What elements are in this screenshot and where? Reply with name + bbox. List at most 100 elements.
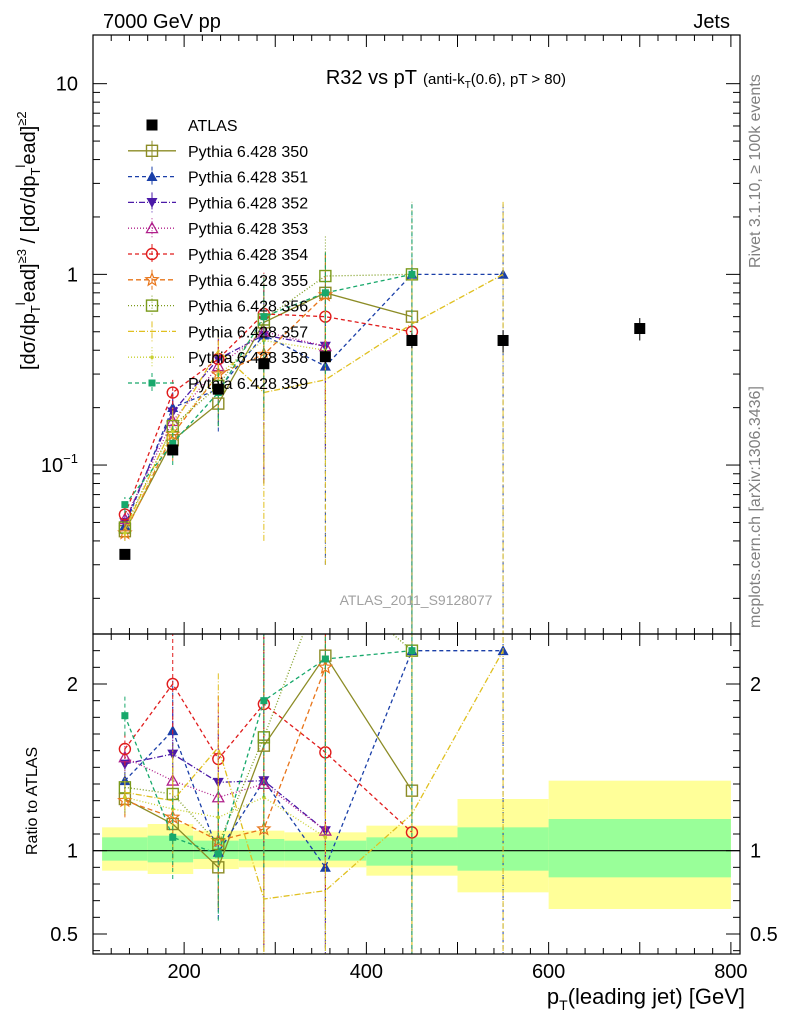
ratio-series-pythia-6.428-355	[117, 634, 334, 954]
legend-entry: Pythia 6.428 359	[128, 373, 308, 393]
data-point	[408, 270, 416, 278]
data-point	[146, 119, 158, 131]
legend-label: Pythia 6.428 356	[188, 299, 308, 316]
legend-label: Pythia 6.428 351	[188, 170, 308, 187]
series-line	[124, 339, 326, 534]
stat-band	[102, 837, 148, 861]
data-point	[148, 379, 156, 387]
ratio-y-tick-label: 1	[67, 841, 78, 863]
legend-entry: Pythia 6.428 354	[128, 244, 308, 264]
y-tick-label: 1	[67, 264, 78, 286]
series-line	[124, 313, 413, 515]
data-point	[118, 508, 132, 521]
ratio-y-tick-label-right: 0.5	[750, 924, 778, 946]
data-point	[170, 429, 175, 434]
data-point	[123, 795, 127, 800]
legend-entry: Pythia 6.428 351	[128, 166, 308, 187]
legend-label: Pythia 6.428 357	[188, 324, 308, 341]
data-point	[169, 439, 177, 447]
data-point	[166, 677, 179, 691]
data-point	[144, 271, 160, 287]
series-line	[124, 273, 413, 506]
data-point	[145, 144, 159, 158]
legend-entry: Pythia 6.428 356	[128, 295, 308, 316]
data-point	[146, 198, 158, 208]
data-point	[123, 531, 127, 535]
ratio-frame	[92, 633, 741, 955]
legend: ATLAS Pythia 6.428 350 Pythia 6.428 351 Pyt…	[128, 118, 308, 393]
legend-entry: Pythia 6.428 352	[128, 192, 308, 213]
data-point	[262, 338, 266, 343]
legend-label: Pythia 6.428 350	[188, 144, 308, 161]
data-point	[408, 647, 416, 655]
x-tick-label: 200	[167, 961, 200, 983]
data-point	[169, 833, 177, 841]
data-point	[323, 835, 328, 840]
ratio-data-layer	[117, 570, 509, 954]
legend-label: Pythia 6.428 354	[188, 247, 308, 264]
data-point	[497, 334, 509, 346]
data-point	[121, 501, 129, 509]
series-line	[124, 273, 412, 528]
legend-label: Pythia 6.428 353	[188, 221, 308, 238]
data-point	[118, 742, 132, 756]
data-point	[321, 655, 329, 663]
main-y-ticks: 10 1 10−1	[41, 35, 740, 634]
stat-band	[548, 819, 731, 878]
legend-entry: Pythia 6.428 353	[128, 218, 308, 239]
x-tick-label: 800	[714, 961, 747, 983]
data-point	[319, 351, 331, 363]
y-tick-label: 10−1	[41, 451, 78, 477]
data-point	[260, 313, 268, 321]
series-pythia-6.428-357	[124, 201, 504, 634]
data-point	[321, 289, 329, 297]
ratio-line	[124, 682, 413, 833]
y-tick-label: 10	[56, 74, 78, 96]
legend-entry: Pythia 6.428 355	[128, 269, 308, 290]
legend-label: Pythia 6.428 359	[188, 376, 308, 393]
legend-entry: ATLAS	[146, 118, 238, 135]
legend-entry: Pythia 6.428 350	[128, 140, 308, 161]
ratio-y-tick-label-right: 2	[750, 674, 761, 696]
stat-band	[238, 839, 285, 861]
data-point	[214, 850, 222, 858]
ratio-panel: 2 2 1 1 0.5 0.5 200 400 600 800	[50, 570, 778, 983]
data-point	[145, 221, 159, 234]
chart-title: R32 vs pT	[326, 67, 417, 89]
header-right: Jets	[693, 11, 730, 33]
data-point	[260, 697, 268, 705]
ratio-line	[124, 650, 413, 855]
data-point	[406, 334, 418, 346]
ratio-series-pythia-6.428-358	[123, 634, 328, 954]
ratio-y-tick-label: 0.5	[50, 924, 78, 946]
ratio-line	[124, 753, 326, 832]
y-tick-exponent: −1	[63, 451, 78, 466]
data-point	[320, 570, 331, 581]
series-pythia-6.428-355	[117, 253, 334, 541]
chart-subtitle: (anti-kT(0.6), pT > 80)	[423, 71, 566, 91]
main-y-axis-label: [dσ/dpTlead]≥3 / [dσ/dpTlead]≥2	[13, 111, 43, 370]
ratio-line	[124, 634, 413, 846]
series-atlas	[119, 318, 646, 560]
x-tick-label: 400	[350, 961, 383, 983]
legend-label: ATLAS	[188, 118, 238, 135]
data-point	[145, 247, 159, 261]
header-left: 7000 GeV pp	[103, 11, 221, 33]
ratio-line	[124, 667, 326, 842]
analysis-watermark: ATLAS_2011_S9128077	[340, 592, 493, 608]
main-panel: ATLAS_2011_S9128077 10 1 10−1 R32 vs pT (a…	[41, 34, 741, 635]
legend-entry: Pythia 6.428 358	[128, 347, 308, 368]
series-pythia-6.428-352	[119, 284, 331, 532]
data-point	[167, 444, 179, 456]
ratio-series-pythia-6.428-353	[118, 634, 332, 954]
ratio-bands	[102, 780, 731, 909]
data-point	[119, 548, 131, 560]
data-point	[166, 386, 179, 399]
legend-entry: Pythia 6.428 357	[128, 321, 308, 342]
mcplots-label: mcplots.cern.ch [arXiv:1306.3436]	[747, 386, 764, 628]
data-point	[212, 383, 224, 395]
ratio-series-pythia-6.428-359	[121, 634, 416, 954]
main-data-layer	[117, 201, 646, 634]
ratio-line	[124, 654, 413, 869]
